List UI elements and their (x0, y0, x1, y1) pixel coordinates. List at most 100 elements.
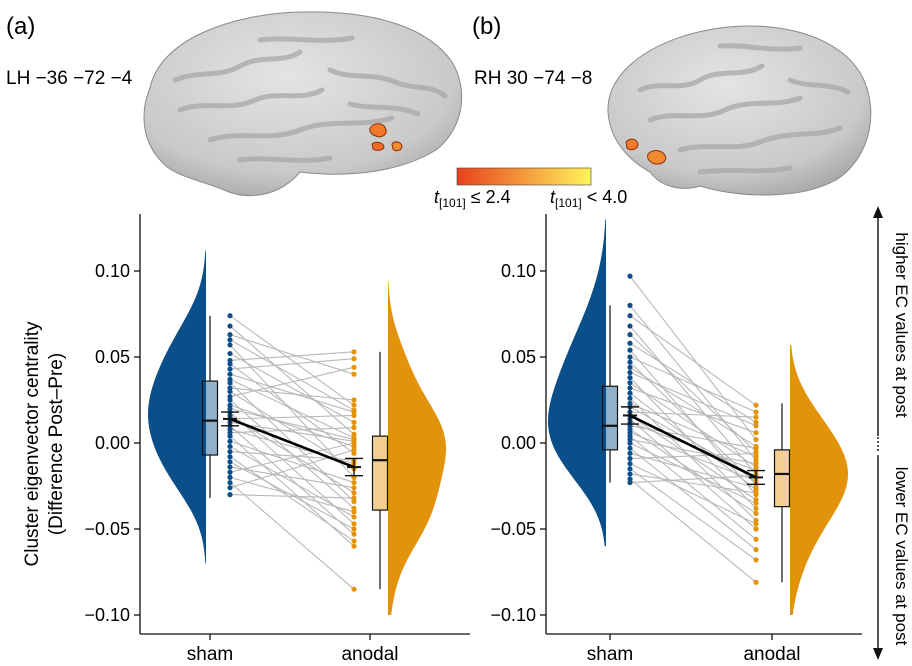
sham-point (627, 332, 633, 338)
anodal-point (351, 447, 357, 453)
pair-line (229, 426, 355, 434)
anodal-box (773, 449, 791, 508)
sham-point (627, 455, 633, 462)
anodal-point (351, 586, 357, 592)
sham-point (227, 469, 233, 475)
pair-line (629, 475, 757, 484)
sham-point (627, 390, 633, 396)
anodal-point (351, 485, 357, 491)
sham-point (627, 471, 633, 477)
sham-point (627, 380, 633, 386)
sham-point (227, 492, 233, 498)
anodal-point (753, 510, 759, 517)
sham-point (627, 359, 633, 365)
anodal-point (753, 526, 759, 532)
anodal-point (351, 531, 357, 537)
sham-point (627, 479, 633, 486)
anodal-box (371, 435, 389, 511)
right-brain-image (607, 25, 872, 196)
anodal-point (351, 356, 357, 362)
sham-point (227, 366, 233, 372)
sham-point (227, 479, 233, 486)
x-tick-label: sham (587, 644, 633, 665)
anodal-point (753, 423, 759, 429)
sham-point (627, 450, 633, 456)
sham-point (627, 354, 633, 360)
pair-line (629, 334, 757, 453)
anodal-violin (388, 281, 446, 615)
sham-violin (548, 219, 606, 547)
left-brain-image (143, 11, 463, 196)
y-tick-label: −0.05 (84, 519, 130, 539)
anodal-violin (790, 344, 848, 615)
sham-point (627, 340, 633, 346)
sham-point (627, 385, 633, 391)
sham-point (227, 371, 233, 377)
pair-line (629, 411, 757, 418)
sham-point (227, 438, 233, 444)
pair-line (629, 342, 757, 423)
pair-line (229, 421, 355, 442)
anodal-point (753, 430, 759, 436)
x-tick-label: anodal (341, 644, 398, 665)
up-arrow-icon (873, 206, 883, 218)
pair-line (629, 325, 757, 475)
sham-point (227, 350, 233, 357)
sham-point (227, 459, 233, 465)
colorbar: t[101] ≤ 2.4 t[101] < 4.0 (434, 167, 627, 210)
side-label-upper: higher EC values at post (892, 232, 911, 417)
down-arrow-icon (873, 648, 883, 660)
pair-line (629, 452, 757, 489)
pair-line (629, 387, 757, 434)
sham-violin (148, 250, 206, 564)
pair-line (629, 452, 757, 460)
pair-line (229, 494, 355, 499)
sham-point (627, 302, 633, 308)
anodal-point (351, 514, 357, 520)
pair-line (229, 461, 355, 530)
pair-line (229, 449, 355, 489)
anodal-point (753, 445, 759, 451)
sham-point (627, 375, 633, 381)
anodal-point (351, 509, 357, 515)
sham-point (627, 440, 633, 446)
pair-line (629, 371, 757, 427)
pair-line (229, 358, 355, 370)
sham-point (227, 388, 233, 394)
pair-line (629, 478, 757, 583)
pair-line (629, 442, 757, 504)
pair-line (229, 387, 355, 401)
pair-line (629, 418, 757, 530)
anodal-point (351, 440, 357, 446)
anodal-point (351, 397, 357, 403)
anodal-point (753, 414, 759, 420)
sham-box (601, 385, 619, 451)
pair-line (229, 339, 355, 411)
anodal-point (753, 505, 759, 511)
sham-point (627, 364, 633, 370)
pair-line (229, 404, 355, 447)
pair-line (229, 315, 355, 406)
anodal-point (753, 547, 759, 553)
mean-line (229, 417, 355, 469)
sham-point (227, 454, 233, 460)
pair-line (229, 440, 355, 484)
x-tick-label: sham (187, 644, 233, 665)
brain-label-left: LH −36 −72 −4 (6, 68, 133, 89)
sham-point (627, 369, 633, 376)
sham-point (227, 449, 233, 455)
anodal-point (753, 402, 759, 408)
colorbar-min-label: t[101] ≤ 2.4 (434, 187, 511, 210)
anodal-point (753, 521, 759, 527)
anodal-point (351, 490, 357, 496)
anodal-point (753, 579, 759, 585)
anodal-point (753, 500, 759, 506)
side-label-lower: lower EC values at post (892, 467, 911, 646)
sham-point (227, 361, 233, 367)
pair-line (629, 315, 757, 406)
y-tick-label: 0.10 (95, 261, 130, 281)
anodal-point (351, 495, 357, 501)
y-tick-label: 0.00 (501, 433, 536, 453)
y-tick-label: 0.05 (501, 347, 536, 367)
